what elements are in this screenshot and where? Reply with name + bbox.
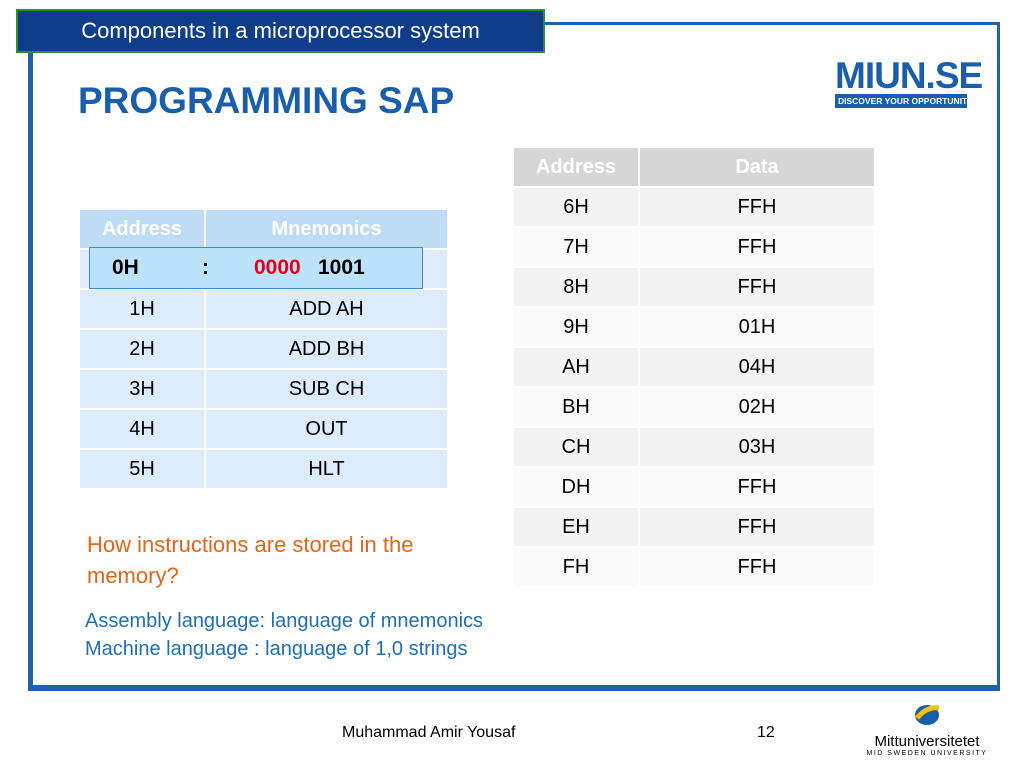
- row: 4H OUT: [78, 408, 449, 450]
- header-row: Address Mnemonics: [78, 208, 449, 250]
- cell: ADD BH: [204, 328, 449, 370]
- cell: 2H: [78, 328, 206, 370]
- question: How instructions are stored in the memor…: [87, 532, 414, 588]
- cell: FFH: [638, 466, 876, 508]
- cell: FFH: [638, 546, 876, 588]
- cell: SUB CH: [204, 368, 449, 410]
- cell: 1H: [78, 288, 206, 330]
- note: Assembly language: language of mnemonics: [85, 610, 484, 632]
- row: 5H HLT: [78, 448, 449, 490]
- header-cell: Mnemonics: [204, 208, 449, 250]
- cell: 01H: [638, 306, 876, 348]
- cell: 7H: [512, 226, 640, 268]
- cell: 5H: [78, 448, 206, 490]
- row: 7H FFH: [512, 226, 876, 268]
- row: 3H SUB CH: [78, 368, 449, 410]
- university-name: Mittuniversitetet: [874, 733, 980, 750]
- row: 2H ADD BH: [78, 328, 449, 370]
- cell: FFH: [638, 186, 876, 228]
- logo: MIUN.SE DISCOVER YOUR OPPORTUNITIES: [835, 55, 983, 108]
- row: 9H 01H: [512, 306, 876, 348]
- header-cell: Address: [512, 146, 640, 188]
- row: CH 03H: [512, 426, 876, 468]
- page-number: 12: [757, 724, 775, 741]
- row: 8H FFH: [512, 266, 876, 308]
- cell: 4H: [78, 408, 206, 450]
- data-table: Address Data 6H FFH 7H FFH 8H FFH 9H 01H AH 04H BH 02…: [512, 146, 876, 588]
- cell: BH: [512, 386, 640, 428]
- university-subtitle: MID SWEDEN UNIVERSITY: [866, 750, 988, 757]
- cell: 02H: [638, 386, 876, 428]
- cell: 03H: [638, 426, 876, 468]
- cell: DH: [512, 466, 640, 508]
- row: 1H ADD AH: [78, 288, 449, 330]
- cell: FFH: [638, 266, 876, 308]
- logo-icon: [915, 705, 940, 725]
- row: BH 02H: [512, 386, 876, 428]
- header-cell: Data: [638, 146, 876, 188]
- university-logo: Mittuniversitetet MID SWEDEN UNIVERSITY: [862, 700, 992, 757]
- overlay: 0H : 0000 1001: [89, 247, 423, 289]
- overlay-address: 0H: [112, 256, 139, 279]
- cell: CH: [512, 426, 640, 468]
- row: DH FFH: [512, 466, 876, 508]
- row: FH FFH: [512, 546, 876, 588]
- cell: 04H: [638, 346, 876, 388]
- cell: 6H: [512, 186, 640, 228]
- header-row: Address Data: [512, 146, 876, 188]
- logo-tagline: DISCOVER YOUR OPPORTUNITIES: [835, 94, 981, 108]
- row: 6H FFH: [512, 186, 876, 228]
- overlay-operand: 1001: [318, 256, 365, 279]
- overlay-separator: :: [202, 256, 209, 279]
- cell: ADD AH: [204, 288, 449, 330]
- cell: EH: [512, 506, 640, 548]
- cell: 3H: [78, 368, 206, 410]
- row: EH FFH: [512, 506, 876, 548]
- cell: FFH: [638, 506, 876, 548]
- cell: FH: [512, 546, 640, 588]
- cell: AH: [512, 346, 640, 388]
- row: AH 04H: [512, 346, 876, 388]
- overlay-opcode: 0000: [254, 256, 301, 279]
- cell: FFH: [638, 226, 876, 268]
- cell: OUT: [204, 408, 449, 450]
- cell: 9H: [512, 306, 640, 348]
- header-tab: Components in a microprocessor system: [16, 9, 545, 53]
- note: Machine language : language of 1,0 strin…: [85, 638, 468, 660]
- cell: 8H: [512, 266, 640, 308]
- footer-author: Muhammad Amir Yousaf: [342, 724, 516, 741]
- logo-text: MIUN.SE: [835, 55, 983, 96]
- title: PROGRAMMING SAP: [78, 80, 455, 121]
- cell: HLT: [204, 448, 449, 490]
- header-cell: Address: [78, 208, 206, 250]
